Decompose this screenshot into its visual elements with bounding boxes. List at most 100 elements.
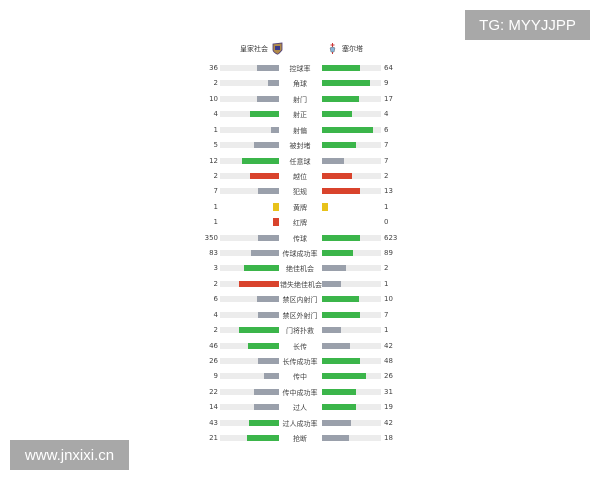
home-bar-track bbox=[220, 111, 279, 118]
away-bar-track bbox=[322, 265, 381, 272]
home-value: 14 bbox=[209, 403, 218, 412]
away-bar-track bbox=[322, 250, 381, 257]
home-value: 12 bbox=[209, 156, 218, 165]
home-bar-fill bbox=[239, 327, 279, 334]
home-bar-fill bbox=[268, 80, 279, 87]
home-value: 2 bbox=[213, 326, 218, 335]
home-value: 2 bbox=[213, 279, 218, 288]
home-bar-track bbox=[220, 327, 279, 334]
stat-row: 26 长传成功率 48 bbox=[200, 356, 400, 368]
home-team-header[interactable]: 皇家社会 bbox=[240, 42, 283, 55]
away-value: 42 bbox=[384, 418, 393, 427]
away-bar-track bbox=[322, 157, 381, 164]
away-value: 42 bbox=[384, 341, 393, 350]
home-value: 36 bbox=[209, 64, 218, 72]
away-value: 1 bbox=[384, 326, 389, 335]
away-value: 31 bbox=[384, 387, 393, 396]
stat-label: 传球 bbox=[293, 234, 307, 243]
home-bar-track bbox=[220, 234, 279, 241]
stat-row: 10 射门 17 bbox=[200, 94, 400, 106]
stat-label: 红牌 bbox=[293, 219, 307, 228]
stat-row: 1 射偏 6 bbox=[200, 125, 400, 137]
stat-label: 射正 bbox=[293, 111, 307, 120]
away-bar-track bbox=[322, 311, 381, 318]
home-value: 83 bbox=[209, 249, 218, 258]
away-bar-fill bbox=[322, 157, 344, 164]
away-value: 1 bbox=[384, 279, 389, 288]
home-value: 21 bbox=[209, 434, 218, 443]
stat-label: 传中 bbox=[293, 373, 307, 382]
away-bar-fill bbox=[322, 126, 373, 133]
away-value: 2 bbox=[384, 171, 389, 180]
away-team-header[interactable]: 塞尔塔 bbox=[327, 42, 363, 55]
stat-label: 传球成功率 bbox=[282, 250, 318, 259]
home-value: 350 bbox=[204, 233, 218, 242]
home-bar-fill bbox=[254, 388, 279, 395]
away-bar-fill bbox=[322, 111, 352, 118]
home-value: 3 bbox=[213, 264, 218, 273]
home-bar-track bbox=[220, 126, 279, 133]
stat-label: 门将扑救 bbox=[286, 327, 314, 336]
away-bar-track bbox=[322, 80, 381, 87]
stat-label: 犯规 bbox=[293, 188, 307, 197]
stat-row: 14 过人 19 bbox=[200, 402, 400, 414]
home-bar-track bbox=[220, 142, 279, 149]
stat-row: 21 抢断 18 bbox=[200, 433, 400, 443]
home-value: 9 bbox=[213, 372, 218, 381]
stat-row: 4 射正 4 bbox=[200, 109, 400, 121]
away-value: 623 bbox=[384, 233, 398, 242]
away-bar-track bbox=[322, 373, 381, 380]
away-value: 4 bbox=[384, 110, 389, 119]
away-value: 9 bbox=[384, 79, 389, 88]
away-bar-fill bbox=[322, 280, 342, 287]
stat-row: 350 传球 623 bbox=[200, 233, 400, 245]
away-value: 13 bbox=[384, 187, 393, 196]
watermark-top: TG: MYYJJPP bbox=[465, 10, 590, 40]
home-bar-fill bbox=[247, 435, 279, 442]
away-value: 64 bbox=[384, 64, 393, 72]
away-bar-track bbox=[322, 419, 381, 426]
away-bar-fill bbox=[322, 373, 366, 380]
away-bar-track bbox=[322, 404, 381, 411]
home-bar-track bbox=[220, 250, 279, 257]
stat-label: 过人成功率 bbox=[282, 419, 318, 428]
stat-row: 4 禁区外射门 7 bbox=[200, 310, 400, 322]
stat-row: 3 绝佳机会 2 bbox=[200, 263, 400, 275]
home-bar-fill bbox=[263, 373, 279, 380]
stat-row: 2 角球 9 bbox=[200, 78, 400, 90]
home-bar-track bbox=[220, 65, 279, 71]
stat-row: 83 传球成功率 89 bbox=[200, 248, 400, 260]
home-bar-fill bbox=[250, 250, 279, 257]
celta-crest-icon bbox=[329, 43, 336, 54]
stat-row: 2 越位 2 bbox=[200, 171, 400, 183]
home-yellow-card-icon bbox=[273, 202, 279, 211]
home-bar-fill bbox=[270, 126, 279, 133]
home-team-name: 皇家社会 bbox=[240, 44, 268, 53]
home-bar-track bbox=[220, 388, 279, 395]
home-value: 1 bbox=[213, 202, 218, 211]
away-value: 7 bbox=[384, 310, 389, 319]
home-bar-track bbox=[220, 435, 279, 442]
home-bar-fill bbox=[258, 188, 279, 195]
stat-label: 过人 bbox=[293, 404, 307, 413]
away-value: 1 bbox=[384, 202, 389, 211]
stat-label: 任意球 bbox=[289, 157, 311, 166]
stat-row: 1 红牌 0 bbox=[200, 217, 400, 229]
home-bar-track bbox=[220, 172, 279, 179]
stat-label: 错失绝佳机会 bbox=[280, 280, 322, 289]
away-bar-fill bbox=[322, 234, 360, 241]
real-sociedad-crest-icon bbox=[272, 42, 283, 55]
away-bar-fill bbox=[322, 188, 361, 195]
stat-row: 7 犯规 13 bbox=[200, 186, 400, 198]
stat-row: 9 传中 26 bbox=[200, 371, 400, 383]
away-value: 18 bbox=[384, 434, 393, 443]
away-bar-track bbox=[322, 435, 381, 442]
home-bar-fill bbox=[257, 95, 279, 102]
away-bar-track bbox=[322, 111, 381, 118]
away-bar-fill bbox=[322, 296, 359, 303]
stat-row: 2 门将扑救 1 bbox=[200, 325, 400, 337]
home-bar-fill bbox=[239, 280, 279, 287]
home-value: 26 bbox=[209, 356, 218, 365]
stat-row: 6 禁区内射门 10 bbox=[200, 294, 400, 306]
stat-row: 22 传中成功率 31 bbox=[200, 387, 400, 399]
